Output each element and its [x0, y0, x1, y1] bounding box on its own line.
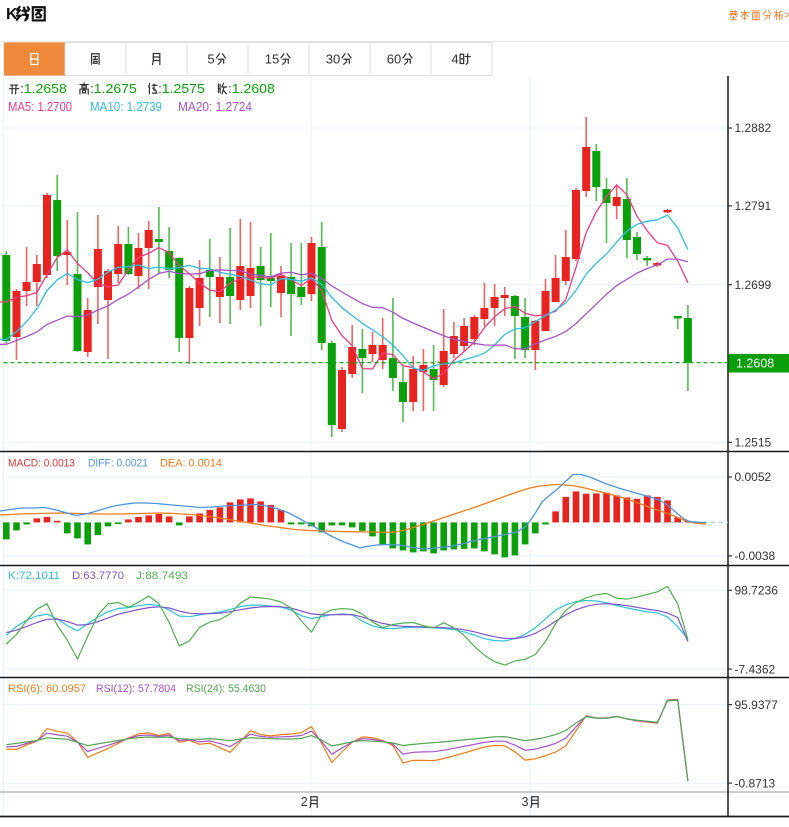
svg-text:DIFF: 0.0021: DIFF: 0.0021	[88, 458, 148, 470]
svg-text:1.2658: 1.2658	[24, 82, 67, 96]
svg-text:MA5: 1.2700: MA5: 1.2700	[8, 100, 72, 114]
svg-text:1.2575: 1.2575	[162, 82, 205, 96]
svg-text:1.2608: 1.2608	[232, 82, 275, 96]
svg-text:0: 0	[394, 51, 401, 66]
svg-text:-0.8713: -0.8713	[735, 776, 776, 790]
svg-text:RSI(12): 57.7804: RSI(12): 57.7804	[96, 683, 176, 695]
svg-text:MA20: 1.2724: MA20: 1.2724	[178, 100, 252, 114]
svg-text:1.2608: 1.2608	[736, 357, 774, 371]
svg-text:>: >	[784, 10, 789, 22]
svg-text:J:88.7493: J:88.7493	[136, 570, 188, 582]
svg-text:1: 1	[265, 51, 272, 66]
svg-text:5: 5	[207, 51, 214, 66]
svg-text:D:63.7770: D:63.7770	[72, 570, 124, 582]
svg-text:1.2675: 1.2675	[94, 82, 137, 96]
svg-text:4: 4	[451, 51, 458, 66]
svg-text:1.2515: 1.2515	[735, 436, 772, 450]
svg-text:-0.0038: -0.0038	[735, 549, 776, 563]
svg-text:RSI(6): 60.0957: RSI(6): 60.0957	[8, 683, 86, 695]
svg-text:2: 2	[301, 795, 308, 809]
svg-text:0.0052: 0.0052	[735, 470, 772, 484]
svg-text:MACD: 0.0013: MACD: 0.0013	[8, 458, 75, 470]
svg-text:1.2791: 1.2791	[735, 199, 772, 213]
svg-text:0: 0	[333, 51, 340, 66]
svg-text:6: 6	[387, 51, 394, 66]
svg-text:5: 5	[272, 51, 279, 66]
svg-text:1.2699: 1.2699	[735, 278, 772, 292]
svg-text:RSI(24): 55.4630: RSI(24): 55.4630	[186, 683, 266, 695]
svg-text:98.7236: 98.7236	[735, 584, 779, 598]
svg-text:1.2882: 1.2882	[735, 121, 772, 135]
svg-text:3: 3	[522, 795, 529, 809]
svg-text:-7.4362: -7.4362	[735, 662, 776, 676]
svg-text:MA10: 1.2739: MA10: 1.2739	[90, 100, 162, 114]
svg-text:K:72.1011: K:72.1011	[8, 570, 60, 582]
svg-text:DEA: 0.0014: DEA: 0.0014	[160, 458, 222, 470]
svg-text:3: 3	[326, 51, 333, 66]
svg-text:95.9377: 95.9377	[735, 698, 779, 712]
